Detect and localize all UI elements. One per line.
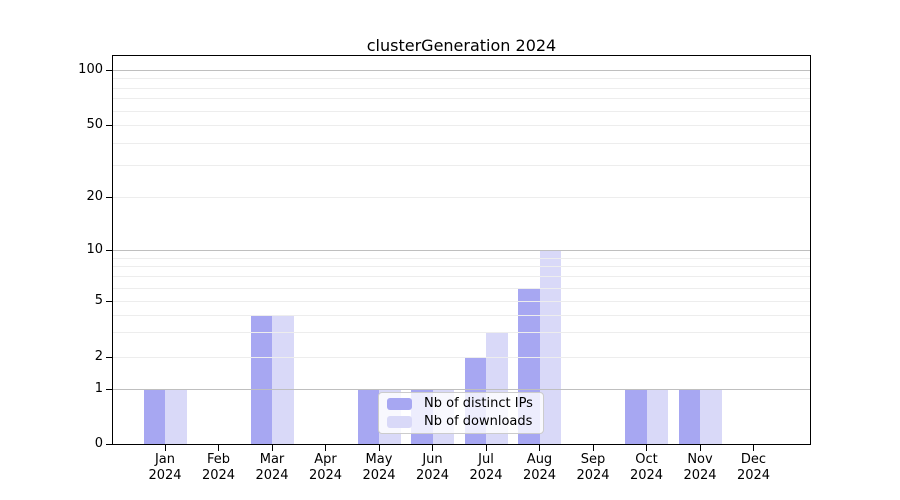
gridline-minor-80	[113, 88, 810, 89]
x-tick-label-sep: Sep 2024	[576, 452, 610, 483]
x-tick-label-aug: Aug 2024	[522, 452, 557, 483]
x-tick-mar	[271, 445, 273, 451]
bar-ips-nov	[678, 389, 700, 444]
x-tick-may	[378, 445, 380, 451]
x-tick-label-dec: Dec 2024	[736, 452, 771, 483]
x-tick-dec	[753, 445, 755, 451]
chart-title: clusterGeneration 2024	[366, 36, 557, 55]
bar-downloads-nov	[700, 389, 722, 444]
x-tick-aug	[539, 445, 541, 451]
x-tick-label-jan: Jan 2024	[148, 452, 182, 483]
y-tick-label-50: 50	[86, 117, 103, 132]
x-tick-oct	[646, 445, 648, 451]
y-tick-2	[106, 356, 112, 358]
gridline-minor-7	[113, 276, 810, 277]
gridline-minor-90	[113, 78, 810, 79]
legend-swatch-downloads	[387, 416, 412, 428]
y-tick-100	[106, 69, 112, 71]
legend-row-distinct-ips: Nb of distinct IPs	[387, 395, 539, 413]
gridline-minor-20	[113, 197, 810, 198]
gridline-minor-60	[113, 111, 810, 112]
y-tick-label-0: 0	[94, 436, 103, 451]
bar-downloads-jan	[165, 389, 187, 444]
legend-swatch-distinct-ips	[387, 398, 412, 410]
x-tick-feb	[218, 445, 220, 451]
bar-downloads-mar	[272, 314, 294, 444]
gridline-minor-2	[113, 357, 810, 358]
bar-ips-oct	[625, 389, 647, 444]
gridline-minor-70	[113, 98, 810, 99]
y-tick-label-2: 2	[94, 349, 103, 364]
gridline-major-10	[113, 250, 810, 251]
x-tick-label-apr: Apr 2024	[308, 452, 343, 483]
y-tick-label-5: 5	[94, 293, 103, 308]
gridline-minor-3	[113, 332, 810, 333]
y-tick-10	[106, 249, 112, 251]
x-tick-label-feb: Feb 2024	[201, 452, 236, 483]
x-tick-nov	[699, 445, 701, 451]
y-tick-label-10: 10	[86, 242, 103, 257]
legend-row-downloads: Nb of downloads	[387, 413, 539, 431]
y-tick-label-20: 20	[86, 189, 103, 204]
y-tick-5	[106, 300, 112, 302]
bar-downloads-oct	[646, 389, 668, 444]
bar-downloads-aug	[539, 250, 561, 444]
x-tick-label-jul: Jul 2024	[469, 452, 503, 483]
gridline-major-100	[113, 70, 810, 71]
y-tick-50	[106, 124, 112, 126]
y-tick-20	[106, 196, 112, 198]
gridline-major-1	[113, 389, 810, 390]
bar-ips-jan	[143, 389, 165, 444]
x-tick-label-may: May 2024	[362, 452, 396, 483]
gridline-minor-30	[113, 165, 810, 166]
gridline-minor-40	[113, 143, 810, 144]
gridline-minor-8	[113, 266, 810, 267]
x-tick-sep	[592, 445, 594, 451]
y-tick-label-100: 100	[78, 62, 103, 77]
y-tick-1	[106, 388, 112, 390]
plot-area: Nb of distinct IPs Nb of downloads	[112, 55, 811, 445]
bar-ips-mar	[250, 314, 272, 444]
bar-ips-may	[357, 389, 379, 444]
gridline-minor-9	[113, 258, 810, 259]
x-tick-apr	[325, 445, 327, 451]
legend: Nb of distinct IPs Nb of downloads	[378, 392, 544, 434]
legend-label-downloads: Nb of downloads	[424, 414, 533, 429]
x-tick-jul	[485, 445, 487, 451]
gridline-minor-5	[113, 301, 810, 302]
y-tick-label-1: 1	[94, 381, 103, 396]
x-tick-jan	[164, 445, 166, 451]
legend-label-distinct-ips: Nb of distinct IPs	[424, 396, 533, 411]
x-tick-label-jun: Jun 2024	[415, 452, 450, 483]
gridline-minor-4	[113, 315, 810, 316]
y-tick-0	[106, 443, 112, 445]
x-tick-jun	[432, 445, 434, 451]
x-tick-label-nov: Nov 2024	[683, 452, 717, 483]
gridline-minor-6	[113, 288, 810, 289]
x-tick-label-mar: Mar 2024	[255, 452, 289, 483]
gridline-minor-50	[113, 125, 810, 126]
x-tick-label-oct: Oct 2024	[629, 452, 664, 483]
